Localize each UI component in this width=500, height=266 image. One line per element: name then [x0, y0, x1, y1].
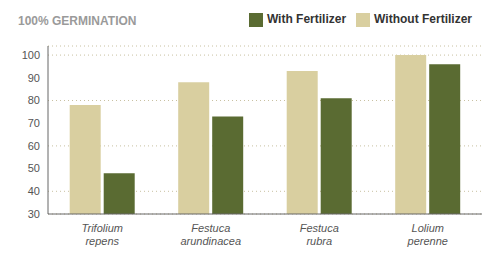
svg-text:80: 80 [28, 94, 40, 106]
svg-text:30: 30 [28, 208, 40, 220]
svg-text:Trifoliumrepens: Trifoliumrepens [82, 222, 123, 247]
svg-text:40: 40 [28, 185, 40, 197]
svg-text:Festucarubra: Festucarubra [300, 222, 339, 247]
svg-text:90: 90 [28, 72, 40, 84]
html-text:Without Fertilizer: Without Fertilizer [374, 12, 472, 26]
html-text:100% GERMINATION: 100% GERMINATION [18, 14, 137, 28]
svg-text:60: 60 [28, 140, 40, 152]
svg-text:Loliumperenne: Loliumperenne [407, 222, 448, 247]
svg-text:70: 70 [28, 117, 40, 129]
svg-text:Festucaarundinacea: Festucaarundinacea [180, 222, 241, 247]
svg-text:50: 50 [28, 162, 40, 174]
html-text:With Fertilizer: With Fertilizer [266, 12, 347, 26]
svg-text:100: 100 [22, 49, 40, 61]
